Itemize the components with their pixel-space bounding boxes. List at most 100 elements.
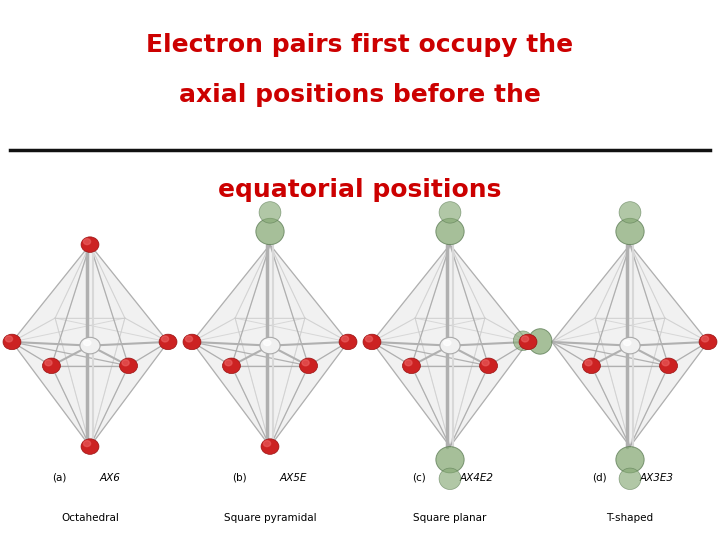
Ellipse shape [444, 340, 451, 346]
Ellipse shape [84, 340, 91, 346]
Ellipse shape [222, 358, 240, 374]
Ellipse shape [440, 338, 460, 354]
Polygon shape [552, 318, 630, 447]
Polygon shape [270, 245, 348, 342]
Ellipse shape [701, 336, 708, 342]
Polygon shape [90, 245, 168, 342]
Ellipse shape [81, 439, 99, 454]
Text: (a): (a) [52, 473, 66, 483]
Ellipse shape [439, 468, 461, 490]
Polygon shape [51, 366, 129, 447]
Ellipse shape [259, 201, 281, 223]
Ellipse shape [264, 441, 271, 447]
Ellipse shape [480, 358, 498, 374]
Ellipse shape [582, 358, 600, 374]
Polygon shape [450, 342, 528, 447]
Polygon shape [630, 342, 708, 447]
Ellipse shape [402, 358, 420, 374]
Ellipse shape [339, 334, 357, 350]
Polygon shape [630, 245, 708, 342]
Ellipse shape [256, 218, 284, 245]
Polygon shape [411, 366, 489, 447]
Text: (d): (d) [592, 473, 607, 483]
Polygon shape [415, 245, 485, 318]
Ellipse shape [513, 331, 533, 350]
Text: T-shaped: T-shaped [606, 514, 654, 523]
Ellipse shape [341, 336, 348, 342]
Ellipse shape [521, 336, 528, 342]
Ellipse shape [662, 360, 669, 366]
Polygon shape [552, 245, 630, 366]
Text: Octahedral: Octahedral [61, 514, 119, 523]
Polygon shape [552, 342, 630, 447]
Ellipse shape [436, 218, 464, 245]
Polygon shape [192, 342, 270, 447]
Ellipse shape [159, 334, 177, 350]
Text: axial positions before the: axial positions before the [179, 83, 541, 107]
Polygon shape [630, 318, 708, 447]
Ellipse shape [528, 329, 552, 354]
Polygon shape [591, 245, 669, 366]
Ellipse shape [519, 334, 537, 350]
Polygon shape [55, 318, 125, 447]
Ellipse shape [42, 358, 60, 374]
Ellipse shape [81, 237, 99, 252]
Polygon shape [192, 245, 270, 342]
Polygon shape [270, 342, 348, 447]
Polygon shape [372, 342, 450, 447]
Polygon shape [90, 245, 168, 366]
Text: (c): (c) [412, 473, 426, 483]
Ellipse shape [436, 447, 464, 473]
Polygon shape [90, 342, 168, 447]
Polygon shape [595, 245, 665, 318]
Polygon shape [231, 245, 309, 366]
Ellipse shape [482, 360, 489, 366]
Text: AX6: AX6 [100, 473, 121, 483]
Ellipse shape [300, 358, 318, 374]
Polygon shape [372, 245, 450, 366]
Ellipse shape [619, 468, 641, 490]
Polygon shape [192, 245, 270, 366]
Ellipse shape [616, 447, 644, 473]
Ellipse shape [619, 201, 641, 223]
Ellipse shape [439, 201, 461, 223]
Ellipse shape [585, 360, 592, 366]
Text: equatorial positions: equatorial positions [218, 178, 502, 202]
Polygon shape [51, 245, 129, 366]
Polygon shape [12, 342, 90, 447]
Polygon shape [231, 366, 309, 447]
Polygon shape [55, 245, 125, 318]
Ellipse shape [84, 239, 91, 245]
Polygon shape [235, 245, 305, 318]
Polygon shape [12, 318, 90, 447]
Ellipse shape [699, 334, 717, 350]
Polygon shape [372, 318, 450, 447]
Ellipse shape [80, 338, 100, 354]
Polygon shape [415, 318, 485, 447]
Polygon shape [270, 318, 348, 447]
Polygon shape [12, 245, 90, 342]
Polygon shape [450, 318, 528, 447]
Ellipse shape [6, 336, 12, 342]
Ellipse shape [624, 340, 631, 346]
Ellipse shape [122, 360, 129, 366]
Polygon shape [411, 245, 489, 366]
Polygon shape [595, 318, 665, 447]
Polygon shape [235, 318, 305, 447]
Polygon shape [591, 366, 669, 447]
Ellipse shape [405, 360, 412, 366]
Text: Square pyramidal: Square pyramidal [224, 514, 316, 523]
Ellipse shape [620, 338, 640, 354]
Ellipse shape [45, 360, 52, 366]
Text: AX5E: AX5E [280, 473, 307, 483]
Text: Electron pairs first occupy the: Electron pairs first occupy the [146, 33, 574, 57]
Ellipse shape [264, 340, 271, 346]
Ellipse shape [660, 358, 678, 374]
Polygon shape [630, 245, 708, 366]
Ellipse shape [616, 218, 644, 245]
Ellipse shape [260, 338, 280, 354]
Ellipse shape [3, 334, 21, 350]
Text: Square planar: Square planar [413, 514, 487, 523]
Ellipse shape [302, 360, 309, 366]
Polygon shape [90, 318, 168, 447]
